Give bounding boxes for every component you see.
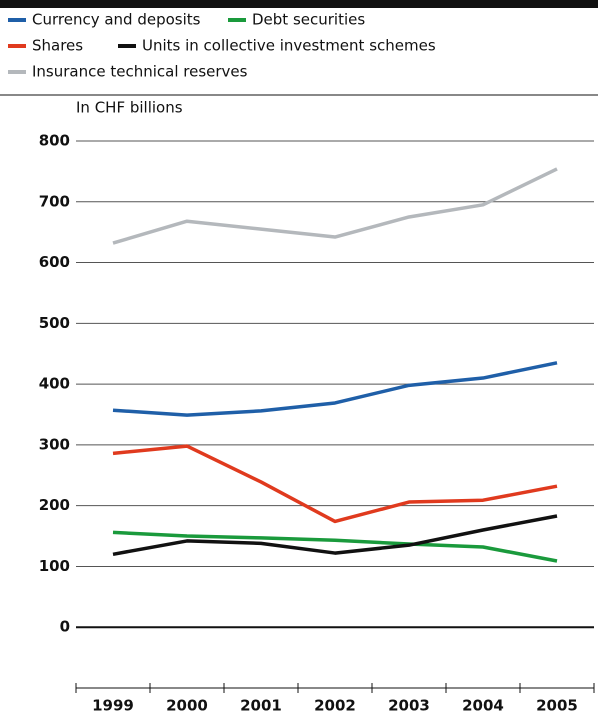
x-tick-label: 2002 (314, 697, 356, 715)
x-tick-label: 2001 (240, 697, 282, 715)
y-tick-label: 300 (39, 435, 70, 453)
y-tick-label: 200 (39, 496, 70, 514)
series-line (112, 167, 558, 245)
y-tick-label: 0 (60, 618, 70, 636)
series-line (112, 361, 558, 417)
top-bar (0, 0, 598, 8)
legend-label: Debt securities (252, 11, 365, 29)
legend-label: Shares (32, 37, 83, 55)
y-tick-label: 600 (39, 253, 70, 271)
subtitle: In CHF billions (76, 99, 183, 117)
y-tick-label: 100 (39, 557, 70, 575)
x-tick-label: 2005 (536, 697, 578, 715)
x-tick-label: 2000 (166, 697, 208, 715)
x-tick-label: 2003 (388, 697, 430, 715)
y-tick-label: 800 (39, 132, 70, 150)
series-line (112, 444, 558, 524)
y-tick-label: 500 (39, 314, 70, 332)
series-line (112, 530, 558, 563)
legend-label: Currency and deposits (32, 11, 201, 29)
y-tick-label: 400 (39, 375, 70, 393)
x-tick-label: 2004 (462, 697, 504, 715)
x-tick-label: 1999 (92, 697, 134, 715)
legend-label: Units in collective investment schemes (142, 37, 436, 55)
y-tick-label: 700 (39, 192, 70, 210)
legend-label: Insurance technical reserves (32, 63, 248, 81)
series-line (112, 514, 558, 557)
